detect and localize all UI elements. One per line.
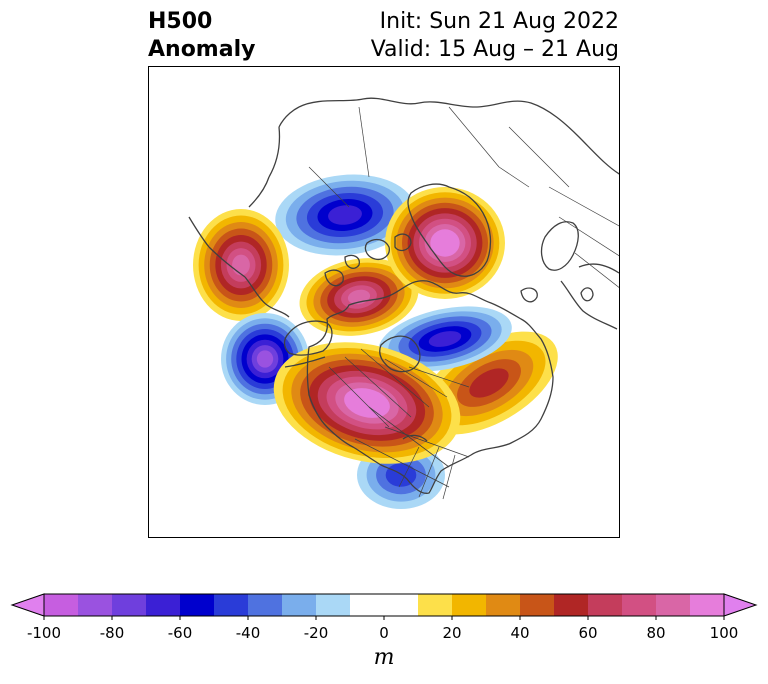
colorbar-extend-high — [723, 593, 758, 617]
anomaly-map — [188, 97, 619, 509]
colorbar-tick-label: -20 — [303, 624, 329, 642]
colorbar-bin — [554, 594, 589, 616]
colorbar-tick-label: 80 — [646, 624, 666, 642]
contour-fill — [256, 350, 274, 368]
colorbar-tick-label: 60 — [578, 624, 598, 642]
colorbar — [10, 593, 758, 620]
colorbar-bin — [452, 594, 487, 616]
colorbar-tick-label: 100 — [709, 624, 739, 642]
colorbar-bin — [112, 594, 147, 616]
colorbar-bin — [384, 594, 419, 616]
colorbar-unit-label: m — [373, 645, 395, 670]
colorbar-bin — [690, 594, 725, 616]
colorbar-bin — [44, 594, 79, 616]
title-line-2: Anomaly — [148, 37, 256, 62]
negative-anomaly-siberia — [378, 306, 512, 372]
colorbar-bin — [78, 594, 113, 616]
colorbar-extend-low — [10, 593, 45, 617]
colorbar-bin — [350, 594, 385, 616]
positive-anomaly-east-siberia — [193, 209, 289, 321]
colorbar-bin — [214, 594, 249, 616]
positive-anomaly-greenland-arctic — [385, 187, 505, 299]
map-dates: Init: Sun 21 Aug 2022 Valid: 15 Aug – 21… — [371, 8, 619, 64]
colorbar-bin — [146, 594, 181, 616]
colorbar-tick-label: -60 — [167, 624, 193, 642]
colorbar-tick-label: 20 — [442, 624, 462, 642]
colorbar-bin — [282, 594, 317, 616]
colorbar-bin — [520, 594, 555, 616]
colorbar-bin — [622, 594, 657, 616]
colorbar-tick-label: -100 — [26, 624, 62, 642]
positive-anomaly-canada-us — [273, 342, 461, 464]
contour-fill — [435, 234, 455, 252]
title-line-1: H500 — [148, 9, 213, 34]
colorbar-bin — [656, 594, 691, 616]
colorbar-tick-label: 0 — [379, 624, 389, 642]
colorbar-tick-label: -40 — [235, 624, 261, 642]
colorbar-tick-label: -80 — [99, 624, 125, 642]
coastlines — [188, 97, 619, 500]
colorbar-bin — [588, 594, 623, 616]
positive-anomaly-north-atlantic — [420, 331, 558, 435]
colorbar-bin — [486, 594, 521, 616]
contour-fill — [328, 205, 362, 225]
map-title: H500 Anomaly — [148, 8, 255, 64]
colorbar-bin — [316, 594, 351, 616]
colorbar-bin — [248, 594, 283, 616]
map-panel — [148, 66, 620, 538]
negative-anomaly-hudson-bay — [275, 174, 415, 256]
colorbar-tick-label: 40 — [510, 624, 530, 642]
contour-fill — [232, 254, 250, 276]
valid-range: Valid: 15 Aug – 21 Aug — [370, 37, 619, 62]
contour-fill — [428, 331, 462, 347]
init-date: Init: Sun 21 Aug 2022 — [379, 9, 619, 34]
colorbar-bin — [180, 594, 215, 616]
contour-fill — [469, 368, 509, 398]
colorbar-bin — [418, 594, 453, 616]
